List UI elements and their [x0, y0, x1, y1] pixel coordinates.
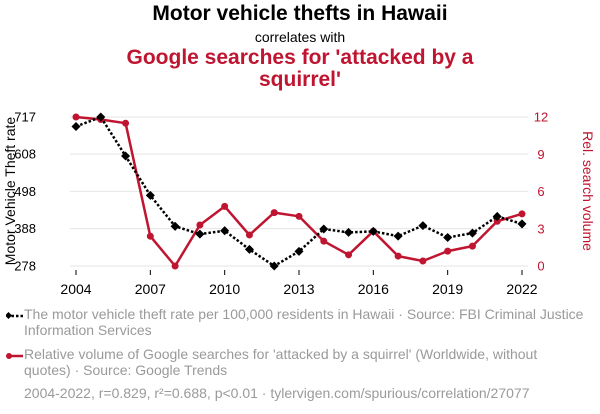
data-point-theft-rate — [145, 190, 155, 200]
data-point-theft-rate — [344, 227, 354, 237]
y-left-axis-label: Motor Vehicle Theft rate — [2, 117, 18, 266]
data-point-theft-rate — [244, 244, 254, 254]
data-point-theft-rate — [220, 226, 230, 236]
y-right-tick-label: 6 — [537, 184, 544, 199]
data-point-search-volume — [196, 221, 204, 229]
data-point-search-volume — [493, 217, 501, 225]
x-tick-label: 2013 — [283, 281, 314, 297]
data-point-search-volume — [444, 247, 452, 255]
x-tick-label: 2022 — [506, 281, 537, 297]
legend-label-theft-rate: The motor vehicle theft rate per 100,000… — [24, 306, 584, 338]
data-point-theft-rate — [517, 219, 527, 229]
y-right-tick-label: 0 — [537, 259, 544, 274]
data-point-theft-rate — [121, 151, 131, 161]
data-point-search-volume — [320, 237, 328, 245]
data-point-search-volume — [345, 251, 353, 259]
chart-title: Motor vehicle thefts in Hawaii — [152, 2, 448, 25]
data-point-search-volume — [146, 232, 154, 240]
x-tick-label: 2010 — [209, 281, 240, 297]
legend-label-search-volume: Relative volume of Google searches for '… — [24, 346, 538, 378]
data-point-theft-rate — [294, 246, 304, 256]
data-point-search-volume — [419, 257, 427, 265]
data-point-search-volume — [122, 119, 130, 127]
x-tick-label: 2007 — [135, 281, 166, 297]
data-point-search-volume — [171, 262, 179, 270]
y-left-tick-label: 278 — [14, 259, 36, 274]
y-right-axis-label: Rel. search volume — [580, 131, 596, 251]
data-point-search-volume — [72, 113, 80, 121]
data-point-search-volume — [221, 202, 229, 210]
data-point-search-volume — [518, 210, 526, 218]
data-point-theft-rate — [443, 232, 453, 243]
data-point-theft-rate — [96, 112, 106, 122]
y-left-tick-label: 608 — [14, 146, 36, 161]
y-right-tick-label: 12 — [534, 110, 548, 125]
legend-marker-theft — [6, 311, 23, 320]
data-point-search-volume — [394, 252, 402, 260]
data-point-search-volume — [468, 242, 476, 250]
data-point-theft-rate — [418, 221, 428, 231]
y-left-tick-label: 388 — [14, 221, 36, 236]
legend-marker-search — [6, 353, 23, 359]
chart-title-secondary: Google searches for 'attacked by a squir… — [126, 46, 474, 91]
data-point-search-volume — [295, 212, 303, 220]
chart-subtitle: correlates with — [254, 29, 346, 45]
x-tick-label: 2019 — [432, 281, 463, 297]
chart-footer: 2004-2022, r=0.829, r²=0.688, p<0.01 · t… — [24, 385, 530, 401]
y-right-tick-label: 3 — [537, 221, 544, 236]
data-point-search-volume — [270, 209, 278, 217]
data-point-theft-rate — [319, 224, 329, 234]
y-left-tick-label: 717 — [14, 110, 36, 125]
y-left-tick-label: 498 — [14, 184, 36, 199]
data-point-theft-rate — [71, 121, 81, 132]
data-point-search-volume — [245, 231, 253, 239]
data-point-theft-rate — [170, 221, 180, 231]
y-right-tick-label: 9 — [537, 147, 544, 162]
x-tick-label: 2016 — [358, 281, 389, 297]
data-point-theft-rate — [393, 231, 403, 241]
x-tick-label: 2004 — [60, 281, 91, 297]
data-point-theft-rate — [195, 229, 205, 239]
